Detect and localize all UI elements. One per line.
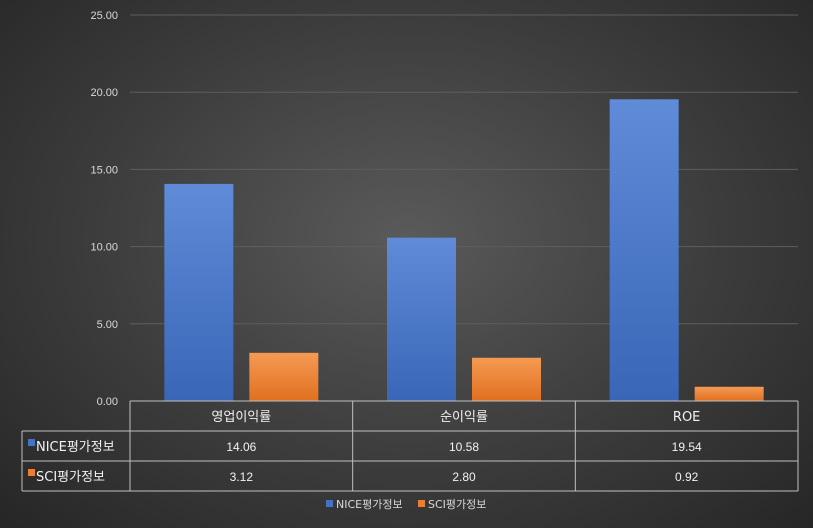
series-label: NICE평가정보 (36, 440, 115, 455)
series-key (28, 469, 35, 476)
y-tick-label: 15.00 (90, 164, 118, 176)
bar-sci-2 (694, 386, 764, 401)
bar-sci-1 (472, 357, 541, 401)
category-label: 영업이익률 (211, 410, 271, 425)
table-cell: 3.12 (230, 470, 254, 484)
bar-nice-2 (609, 99, 679, 401)
y-axis-ticks: 0.00 5.00 10.00 15.00 20.00 25.00 (90, 10, 118, 408)
legend-label: NICE평가정보 (336, 498, 403, 511)
series-key (28, 439, 35, 446)
series-label: SCI평가정보 (36, 470, 105, 485)
y-tick-label: 10.00 (90, 242, 118, 254)
y-tick-label: 25.00 (90, 10, 118, 22)
bar-sci-0 (249, 352, 319, 401)
table-cell: 0.92 (675, 470, 699, 484)
bar-nice-0 (164, 183, 234, 401)
legend-swatch (418, 500, 425, 507)
category-label: 순이익률 (440, 410, 488, 425)
category-label: ROE (673, 410, 700, 425)
table-cell: 19.54 (672, 440, 702, 454)
table-cell: 10.58 (449, 440, 479, 454)
data-table: 영업이익률 순이익률 ROE NICE평가정보 14.06 10.58 19.54 SCI평가… (21, 400, 799, 492)
legend-label: SCI평가정보 (428, 498, 486, 511)
gridlines (130, 14, 798, 325)
y-tick-label: 20.00 (90, 87, 118, 99)
table-cell: 14.06 (226, 440, 256, 454)
table-cell: 2.80 (452, 470, 476, 484)
bar-nice-1 (387, 237, 456, 401)
legend: NICE평가정보 SCI평가정보 (326, 498, 486, 511)
bars (164, 99, 764, 401)
y-tick-label: 0.00 (97, 396, 118, 408)
y-tick-label: 5.00 (97, 319, 118, 331)
legend-swatch (326, 500, 333, 507)
